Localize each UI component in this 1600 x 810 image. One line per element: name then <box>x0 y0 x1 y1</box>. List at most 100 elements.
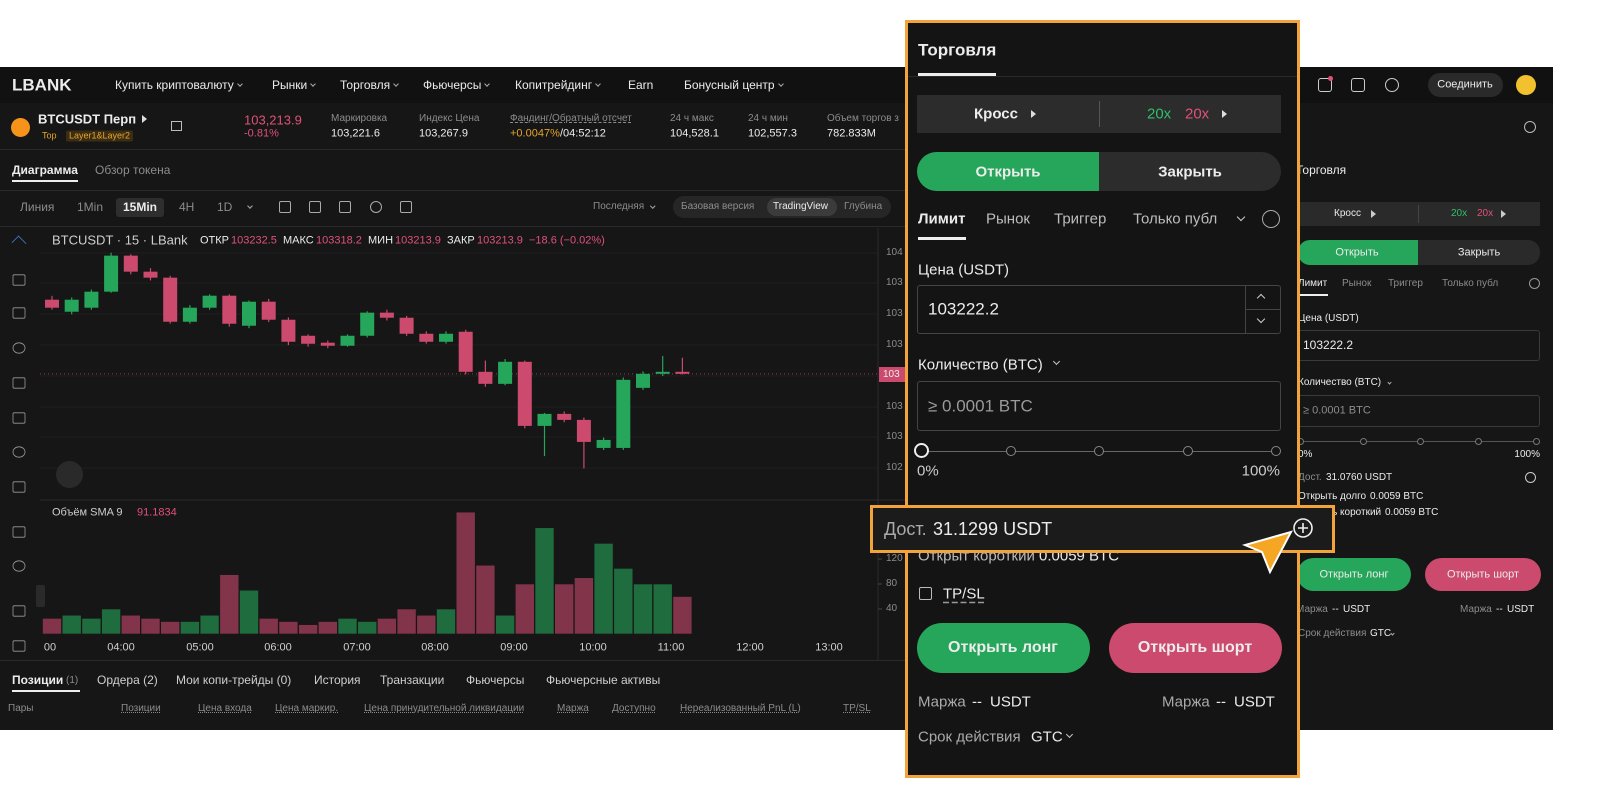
order-type[interactable]: Только публ <box>1133 210 1218 228</box>
order-type[interactable]: Рынок <box>986 210 1030 228</box>
tab[interactable]: Обзор токена <box>95 163 171 177</box>
column-header[interactable]: Цена маркир. <box>275 703 339 714</box>
slider-dot[interactable] <box>1417 438 1424 445</box>
order-type[interactable]: Рынок <box>1342 278 1372 289</box>
order-type[interactable]: Лимит <box>918 210 966 228</box>
leverage-short[interactable]: 20x <box>1185 105 1210 123</box>
drawing-tool[interactable] <box>12 446 26 458</box>
price-type[interactable]: Последняя <box>593 201 645 212</box>
leverage-short[interactable]: 20x <box>1477 208 1494 219</box>
long-button[interactable] <box>1297 558 1411 591</box>
positions-tab[interactable]: Фьючерсы <box>466 673 525 687</box>
connect-label[interactable]: Соединить <box>1437 78 1493 91</box>
view-option[interactable]: TradingView <box>773 201 829 212</box>
nav-item[interactable]: Фьючерсы <box>423 78 482 92</box>
view-option[interactable]: Глубина <box>844 201 883 212</box>
validity-value[interactable]: GTC <box>1031 728 1063 746</box>
column-header[interactable]: TP/SL <box>843 703 871 714</box>
nav-item[interactable]: Купить криптовалюту <box>115 78 234 92</box>
interval[interactable]: Линия <box>20 200 55 214</box>
order-type[interactable]: Только публ <box>1442 278 1499 289</box>
column-header[interactable]: Пары <box>8 703 34 714</box>
slider-dot[interactable] <box>1006 446 1016 456</box>
legend-value: 103213.9 <box>477 234 523 247</box>
price-value[interactable]: 103222.2 <box>928 299 999 319</box>
qty-placeholder[interactable]: ≥ 0.0001 BTC <box>1303 404 1371 417</box>
close-label[interactable]: Закрыть <box>1158 163 1222 181</box>
connect-button[interactable] <box>1428 73 1503 97</box>
tab[interactable]: Диаграмма <box>12 163 78 177</box>
nav-item[interactable]: Earn <box>628 78 654 92</box>
tpsl-checkbox[interactable] <box>919 587 932 600</box>
caret <box>1501 210 1506 218</box>
open-tab[interactable] <box>917 152 1099 191</box>
long-label[interactable]: Открыть лонг <box>1319 568 1389 581</box>
drawing-tool[interactable] <box>12 274 26 286</box>
column-header[interactable]: Нереализованный PnL (L) <box>680 703 801 714</box>
drawing-tool[interactable] <box>12 605 26 617</box>
logo[interactable]: LBANK <box>12 75 72 95</box>
order-type[interactable]: Триггер <box>1054 210 1107 228</box>
close-label[interactable]: Закрыть <box>1457 246 1501 259</box>
drawing-tool[interactable] <box>12 412 26 424</box>
nav-item[interactable]: Рынки <box>272 78 308 92</box>
price-value[interactable]: 103222.2 <box>1303 338 1354 352</box>
drawing-tool[interactable] <box>12 377 26 389</box>
drawing-tool[interactable] <box>12 307 26 319</box>
drawing-tool[interactable] <box>12 342 26 354</box>
short-button[interactable] <box>1425 558 1541 591</box>
drawing-tool[interactable] <box>12 560 26 572</box>
long-button[interactable] <box>917 623 1090 673</box>
slider-dot[interactable] <box>1533 438 1540 445</box>
drawing-tool[interactable] <box>12 526 26 538</box>
positions-tab[interactable]: Позиции <box>12 673 64 687</box>
open-label[interactable]: Открыть <box>1335 246 1379 259</box>
column-header[interactable]: Доступно <box>612 703 656 714</box>
short-label[interactable]: Открыть шорт <box>1137 639 1253 656</box>
slider-dot[interactable] <box>1094 446 1104 456</box>
drawing-tool[interactable] <box>12 481 26 493</box>
column-header[interactable]: Цена принудительной ликвидации <box>364 703 525 714</box>
interval[interactable]: 4H <box>179 200 195 214</box>
leverage-long[interactable]: 20x <box>1451 208 1468 219</box>
nav-item[interactable]: Копитрейдинг <box>515 78 593 92</box>
slider-thumb[interactable] <box>914 443 929 458</box>
view-option[interactable]: Базовая версия <box>681 201 755 212</box>
validity-value[interactable]: GTC <box>1370 628 1392 639</box>
order-type[interactable]: Лимит <box>1298 278 1328 289</box>
margin-mode[interactable]: Кросс <box>1334 208 1361 219</box>
short-button[interactable] <box>1109 623 1282 673</box>
nav-item[interactable]: Бонусный центр <box>684 78 775 92</box>
qty-placeholder[interactable]: ≥ 0.0001 BTC <box>928 396 1033 416</box>
short-label[interactable]: Открыть шорт <box>1446 568 1520 581</box>
interval[interactable]: 1D <box>217 200 233 214</box>
tpsl-label[interactable]: TP/SL <box>943 585 985 603</box>
positions-tab[interactable]: Мои копи-трейды (0) <box>176 673 292 687</box>
legend-value: 103318.2 <box>316 234 362 247</box>
column-header[interactable]: Позиции <box>121 703 161 714</box>
open-label[interactable]: Открыть <box>975 163 1041 181</box>
nav-item[interactable]: Торговля <box>340 78 391 92</box>
long-label[interactable]: Открыть лонг <box>948 639 1058 656</box>
drawing-tool[interactable] <box>12 640 26 652</box>
close-tab[interactable] <box>1418 240 1540 265</box>
slider-dot[interactable] <box>1271 446 1281 456</box>
column-header[interactable]: Маржа <box>557 703 589 714</box>
interval[interactable]: 1Min <box>77 200 104 214</box>
interval[interactable]: 15Min <box>123 200 158 214</box>
positions-tab[interactable]: Транзакции <box>380 673 445 687</box>
column-header[interactable]: Цена входа <box>198 703 252 714</box>
leverage-long[interactable]: 20x <box>1147 105 1172 123</box>
order-type[interactable]: Триггер <box>1388 278 1423 289</box>
positions-tab[interactable]: Ордера (2) <box>97 673 158 687</box>
slider-dot[interactable] <box>1183 446 1193 456</box>
open-tab[interactable] <box>1298 240 1418 265</box>
volume-bar <box>258 618 279 635</box>
close-tab[interactable] <box>1099 152 1281 191</box>
margin-mode[interactable]: Кросс <box>974 105 1018 123</box>
symbol[interactable]: BTCUSDT Перп <box>38 111 137 127</box>
positions-tab[interactable]: Фьючерсные активы <box>546 673 661 687</box>
positions-tab[interactable]: История <box>314 673 361 687</box>
slider-dot[interactable] <box>1360 438 1367 445</box>
slider-dot[interactable] <box>1475 438 1482 445</box>
